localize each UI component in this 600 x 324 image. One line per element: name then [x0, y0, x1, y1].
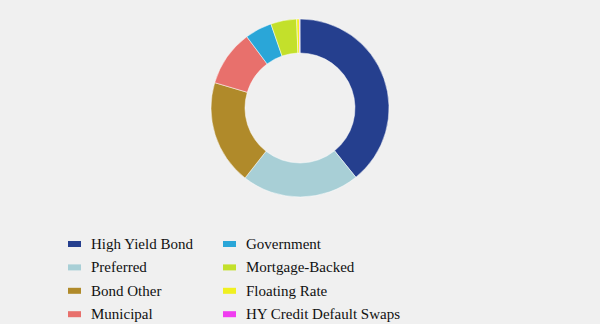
- legend-swatch: [223, 241, 236, 247]
- legend-swatch: [68, 264, 81, 270]
- legend-swatch: [223, 311, 236, 317]
- slices: [211, 19, 389, 197]
- legend-swatch: [223, 264, 236, 270]
- slice: [299, 19, 301, 53]
- legend-swatch: [223, 288, 236, 294]
- chart-svg: High Yield Bond Preferred Bond Other Munici…: [0, 0, 600, 324]
- legend-label: Government: [246, 236, 322, 252]
- legend-label: Floating Rate: [246, 283, 328, 299]
- slice: [300, 19, 389, 177]
- legend-swatch: [68, 311, 81, 317]
- slice: [271, 19, 298, 56]
- legend-label: HY Credit Default Swaps: [246, 306, 400, 322]
- legend: High Yield Bond Preferred Bond Other Munici…: [68, 236, 400, 322]
- slice: [297, 19, 300, 53]
- legend-label: Municipal: [91, 306, 153, 322]
- legend-swatch: [68, 288, 81, 294]
- chart-container: High Yield Bond Preferred Bond Other Munici…: [0, 0, 600, 324]
- legend-label: Preferred: [91, 259, 147, 275]
- slice: [211, 83, 266, 178]
- legend-label: Mortgage-Backed: [246, 259, 355, 275]
- legend-label: High Yield Bond: [91, 236, 193, 252]
- legend-label: Bond Other: [91, 283, 161, 299]
- legend-swatch: [68, 241, 81, 247]
- background: [0, 0, 600, 324]
- slice: [245, 151, 356, 197]
